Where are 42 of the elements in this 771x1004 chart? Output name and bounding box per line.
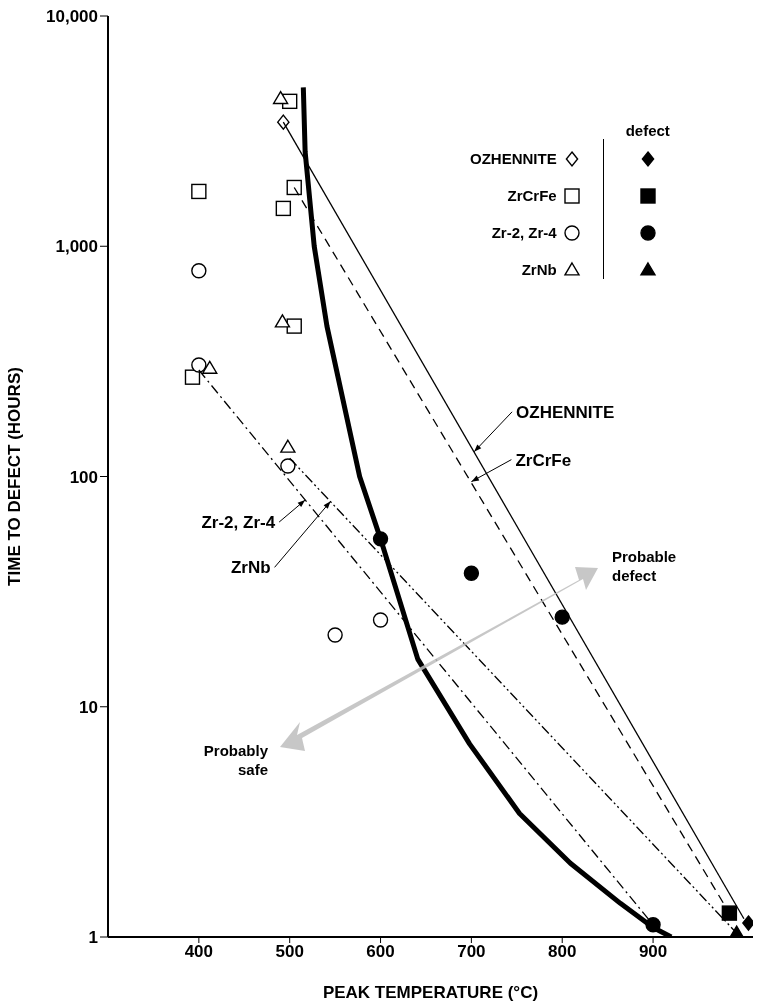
point bbox=[277, 114, 290, 130]
point bbox=[191, 357, 207, 373]
annotation: ZrCrFe bbox=[515, 450, 572, 470]
point bbox=[275, 200, 292, 217]
point bbox=[280, 439, 296, 453]
point bbox=[202, 360, 218, 374]
annotation: OZHENNITE bbox=[516, 402, 615, 422]
point bbox=[286, 179, 302, 196]
legend-label: Zr-2, Zr-4 bbox=[491, 224, 557, 241]
point bbox=[280, 458, 296, 474]
y-tick-label: 10,000 bbox=[46, 7, 98, 27]
x-tick-label: 400 bbox=[184, 942, 214, 962]
point bbox=[191, 183, 207, 200]
annotation: Probably safe bbox=[203, 742, 269, 778]
x-tick-label: 600 bbox=[366, 942, 395, 962]
point bbox=[554, 609, 570, 625]
x-tick-label: 500 bbox=[275, 942, 304, 962]
point bbox=[463, 565, 480, 581]
legend-label: ZrNb bbox=[521, 261, 557, 278]
point bbox=[286, 318, 302, 334]
point bbox=[272, 90, 289, 105]
point bbox=[191, 263, 207, 279]
point bbox=[721, 905, 738, 921]
point bbox=[184, 369, 201, 385]
legend-title: defect bbox=[625, 122, 670, 139]
legend-label: OZHENNITE bbox=[470, 150, 557, 167]
x-tick-label: 700 bbox=[457, 942, 486, 962]
y-tick-label: 100 bbox=[69, 467, 98, 487]
point bbox=[372, 612, 389, 628]
y-tick-label: 1 bbox=[88, 928, 98, 948]
annotation: ZrNb bbox=[230, 558, 271, 578]
y-tick-label: 1,000 bbox=[55, 237, 98, 257]
annotation: Zr-2, Zr-4 bbox=[201, 513, 276, 533]
legend-label: ZrCrFe bbox=[507, 187, 557, 204]
point bbox=[274, 314, 291, 328]
x-axis-title: PEAK TEMPERATURE (°C) bbox=[322, 983, 539, 1002]
y-tick-label: 10 bbox=[79, 697, 98, 717]
y-axis-title: TIME TO DEFECT (HOURS) bbox=[5, 367, 25, 586]
point bbox=[327, 627, 343, 643]
annotation: Probable defect bbox=[612, 548, 677, 584]
x-tick-label: 900 bbox=[638, 942, 668, 962]
x-tick-label: 800 bbox=[548, 942, 577, 962]
